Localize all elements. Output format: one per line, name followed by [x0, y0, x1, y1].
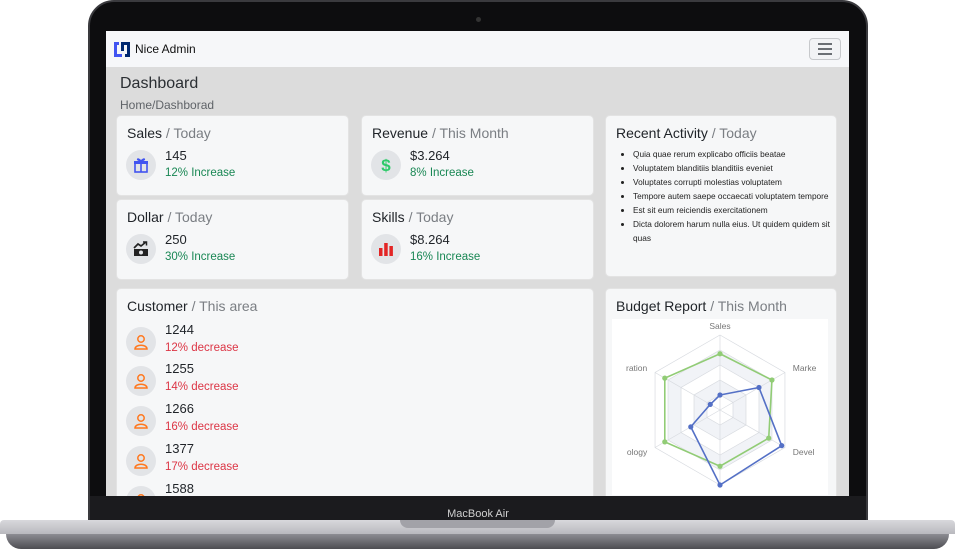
logo-icon	[114, 42, 130, 57]
person-icon	[126, 486, 156, 496]
list-item: Tempore autem saepe occaecati voluptatem…	[633, 189, 833, 203]
hamburger-icon	[818, 43, 832, 45]
radar-point	[707, 401, 713, 407]
radar-indicator-label: Sales	[709, 321, 730, 331]
radar-indicator-label: ology	[627, 447, 648, 457]
card-title: Budget Report / This Month	[616, 298, 787, 314]
camera-icon	[476, 17, 481, 22]
budget-report-card: Budget Report / This Month Sales Marke Dev…	[606, 289, 836, 496]
list-item: 1255 14% decrease	[126, 361, 426, 397]
radar-axis	[719, 409, 786, 448]
hamburger-menu-button[interactable]	[809, 38, 841, 60]
list-item: 1588	[126, 481, 426, 496]
person-icon	[126, 327, 156, 357]
card-title: Recent Activity / Today	[616, 125, 757, 141]
card-title: Revenue / This Month	[372, 125, 509, 141]
header: Nice Admin	[106, 31, 849, 67]
revenue-value: $3.264	[410, 148, 450, 163]
device-label: MacBook Air	[447, 508, 509, 520]
radar-point	[662, 439, 668, 445]
person-icon	[126, 406, 156, 436]
radar-point	[662, 375, 668, 381]
skills-card: Skills / Today $8.264 16% Increase	[362, 200, 593, 279]
breadcrumb[interactable]: Home/Dashborad	[120, 98, 215, 112]
list-item: Voluptatem blanditiis blanditiis eveniet	[633, 161, 833, 175]
revenue-change: 8% Increase	[410, 167, 474, 179]
skills-change: 16% Increase	[410, 251, 481, 263]
laptop-base	[0, 520, 955, 549]
card-title: Sales / Today	[127, 125, 211, 141]
svg-text:$: $	[381, 156, 391, 174]
list-item: 1377 17% decrease	[126, 441, 426, 477]
screen: Nice Admin Dashboard Home/Dashborad Sale…	[106, 31, 849, 496]
sales-card: Sales / Today 145 12% Increase	[117, 116, 348, 195]
dollar-value: 250	[165, 232, 187, 247]
page-title: Dashboard	[120, 75, 199, 92]
cash-chart-icon	[126, 234, 156, 264]
radar-point	[756, 384, 762, 391]
radar-point	[717, 351, 723, 357]
radar-point	[779, 443, 785, 449]
skills-value: $8.264	[410, 232, 450, 247]
bar-chart-icon	[371, 234, 401, 264]
dollar-change: 30% Increase	[165, 251, 236, 263]
brand-logo[interactable]: Nice Admin	[113, 40, 196, 58]
sales-change: 12% Increase	[165, 167, 236, 179]
card-title: Dollar / Today	[127, 209, 213, 225]
radar-point	[717, 392, 723, 398]
card-title: Customer / This area	[127, 298, 258, 314]
person-icon	[126, 446, 156, 476]
radar-point	[688, 424, 694, 430]
list-item: Est sit eum reiciendis exercitationem	[633, 203, 833, 217]
list-item: Voluptates corrupti molestias voluptatem	[633, 175, 833, 189]
sales-value: 145	[165, 148, 187, 163]
list-item: Quia quae rerum explicabo officiis beata…	[633, 147, 833, 161]
radar-indicator-label: ration	[626, 363, 648, 373]
person-icon	[126, 366, 156, 396]
radar-point	[717, 463, 723, 469]
laptop-bezel	[90, 496, 866, 522]
revenue-card: Revenue / This Month $ $3.264 8% Increas…	[362, 116, 593, 195]
radar-svg: Sales Marke Devel ology ration	[626, 321, 817, 488]
recent-activity-card: Recent Activity / Today Quia quae rerum …	[606, 116, 836, 276]
dollar-card: Dollar / Today 250 30% Increase	[117, 200, 348, 279]
list-item: Dicta dolorem harum nulla eius. Ut quide…	[633, 217, 833, 245]
card-title: Skills / Today	[372, 209, 454, 225]
radar-point	[769, 377, 775, 383]
radar-point	[766, 435, 772, 441]
gift-icon	[126, 150, 156, 180]
budget-radar-chart: Sales Marke Devel ology ration	[612, 319, 828, 495]
radar-indicator-label: Marke	[793, 363, 817, 373]
brand-name: Nice Admin	[135, 42, 196, 56]
radar-indicator-label: Devel	[793, 447, 815, 457]
activity-list: Quia quae rerum explicabo officiis beata…	[623, 147, 833, 245]
customer-card: Customer / This area 1244 12% decrease 1…	[117, 289, 593, 496]
dollar-icon: $	[371, 150, 401, 180]
list-item: 1266 16% decrease	[126, 401, 426, 437]
list-item: 1244 12% decrease	[126, 322, 426, 358]
radar-point	[717, 482, 723, 488]
